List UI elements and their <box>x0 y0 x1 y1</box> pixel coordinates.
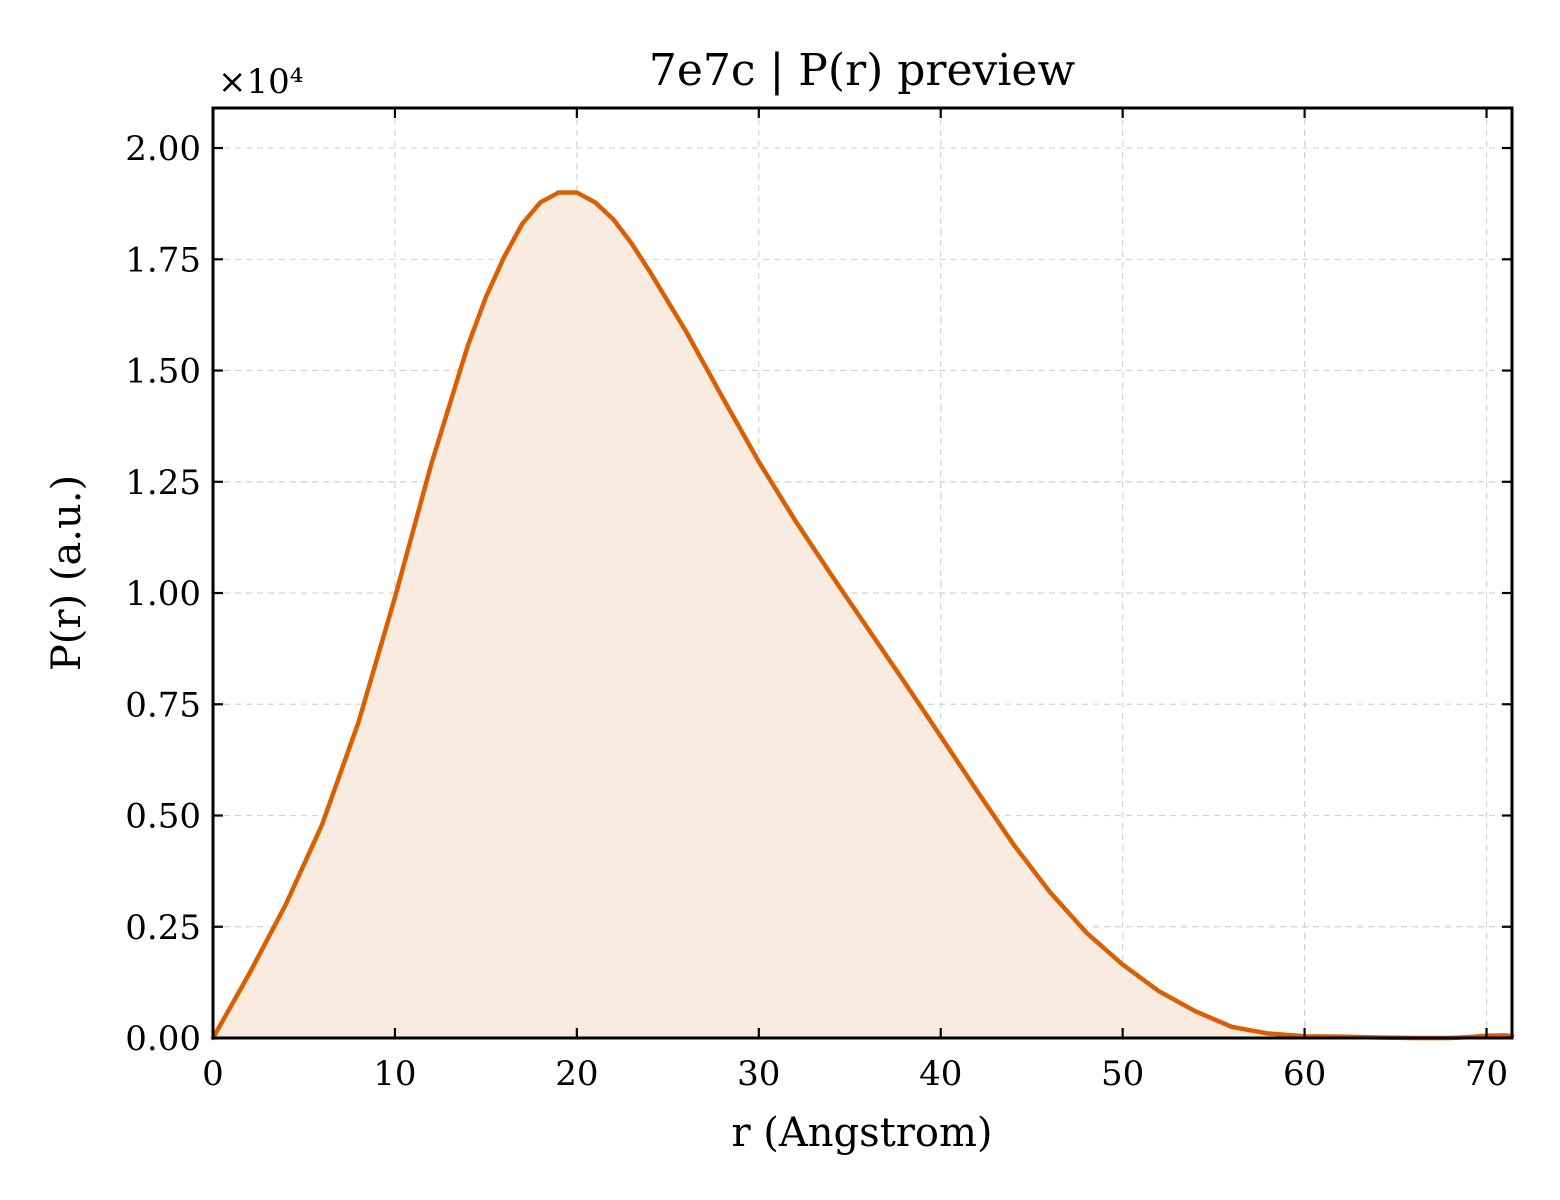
x-tick-label: 70 <box>1465 1054 1508 1094</box>
x-tick-labels: 0 10 20 30 40 50 60 70 <box>202 1054 1508 1094</box>
y-tick-label: 1.50 <box>125 352 201 392</box>
y-tick-label: 0.50 <box>125 797 201 837</box>
x-tick-label: 40 <box>919 1054 962 1094</box>
y-tick-label: 0.25 <box>125 908 201 948</box>
y-tick-labels: 0.00 0.25 0.50 0.75 1.00 1.25 1.50 1.75 2.00 <box>125 129 201 1059</box>
y-tick-label: 2.00 <box>125 129 201 169</box>
y-tick-label: 0.00 <box>125 1019 201 1059</box>
plot-frame <box>211 106 1514 1040</box>
y-tick-label: 1.00 <box>125 574 201 614</box>
y-axis-label: P(r) (a.u.) <box>44 475 90 671</box>
y-tick-label: 0.75 <box>125 685 201 725</box>
x-tick-label: 10 <box>373 1054 416 1094</box>
x-tick-label: 0 <box>202 1054 224 1094</box>
y-tick-label: 1.75 <box>125 240 201 280</box>
x-tick-label: 30 <box>737 1054 780 1094</box>
y-tick-label: 1.25 <box>125 463 201 503</box>
x-tick-label: 60 <box>1283 1054 1326 1094</box>
x-tick-label: 20 <box>555 1054 598 1094</box>
x-axis-label: r (Angstrom) <box>731 1110 992 1156</box>
x-tick-label: 50 <box>1101 1054 1144 1094</box>
y-offset-label: ×10⁴ <box>218 62 303 102</box>
ticks <box>211 108 1512 1040</box>
chart-title: 7e7c | P(r) preview <box>649 45 1076 96</box>
area-fill <box>213 192 1512 1039</box>
